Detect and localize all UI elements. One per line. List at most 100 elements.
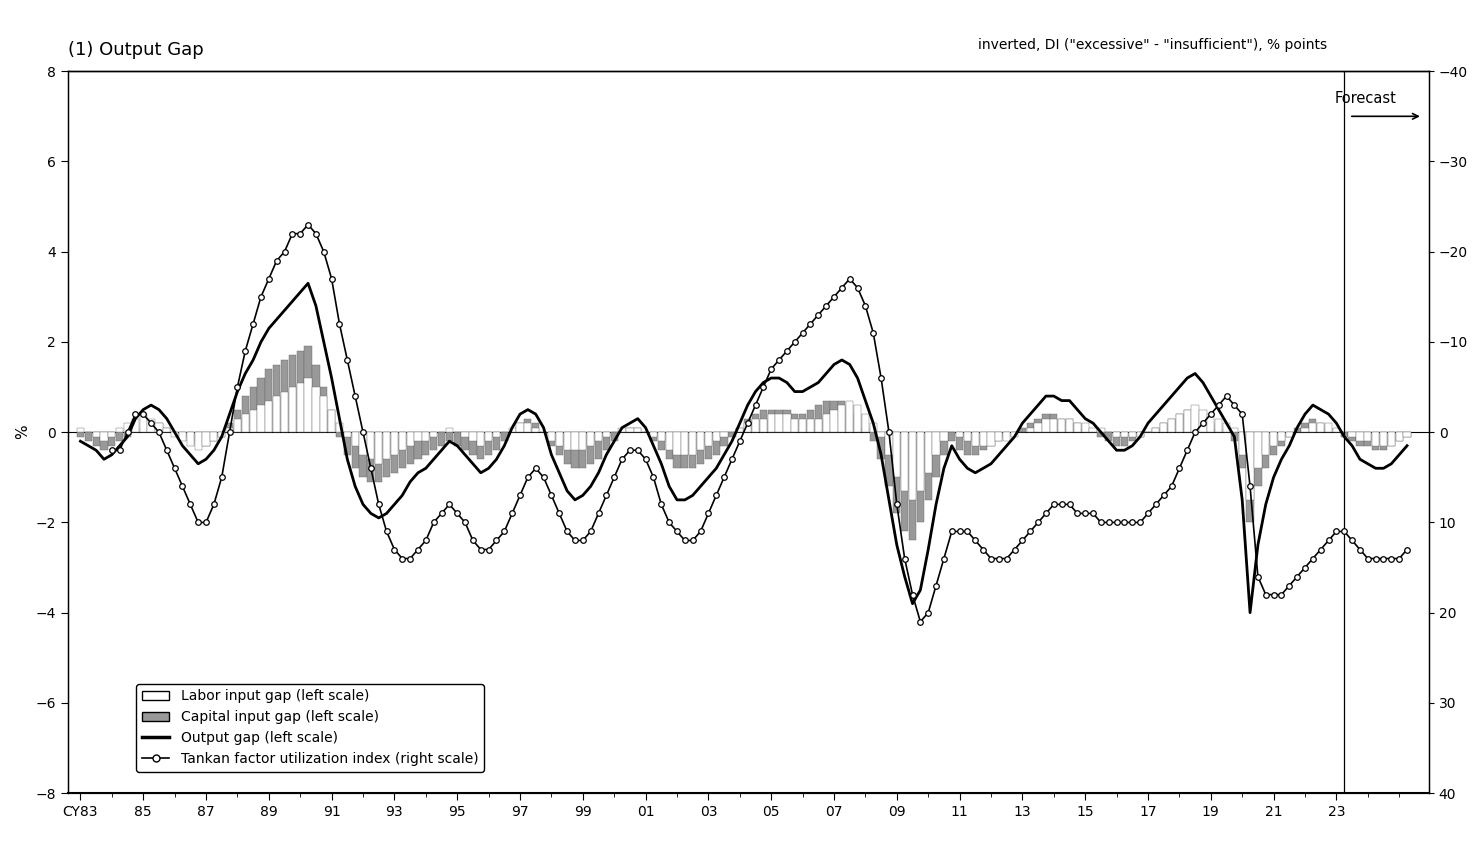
- Bar: [690, 432, 697, 454]
- Bar: [1396, 432, 1403, 441]
- Bar: [713, 432, 719, 454]
- Bar: [980, 432, 986, 450]
- Bar: [320, 387, 328, 432]
- Bar: [854, 414, 862, 432]
- Bar: [351, 432, 359, 468]
- Bar: [752, 414, 759, 432]
- Bar: [108, 432, 116, 446]
- Bar: [768, 409, 774, 432]
- Text: (1) Output Gap: (1) Output Gap: [68, 41, 203, 59]
- Bar: [1074, 423, 1081, 432]
- Bar: [697, 432, 704, 464]
- Bar: [909, 432, 916, 540]
- Bar: [532, 428, 540, 432]
- Bar: [1379, 432, 1387, 450]
- Bar: [595, 432, 602, 441]
- Bar: [383, 432, 390, 460]
- Bar: [650, 432, 657, 441]
- Bar: [830, 401, 838, 432]
- Bar: [964, 432, 971, 454]
- Bar: [1223, 423, 1229, 432]
- Bar: [218, 432, 225, 437]
- Bar: [704, 432, 712, 460]
- Bar: [485, 432, 492, 454]
- Bar: [759, 419, 767, 432]
- Bar: [1379, 432, 1387, 446]
- Bar: [768, 414, 774, 432]
- Bar: [650, 432, 657, 437]
- Bar: [125, 423, 131, 432]
- Bar: [611, 432, 618, 441]
- Bar: [1200, 414, 1207, 432]
- Bar: [478, 432, 485, 460]
- Bar: [1262, 432, 1269, 468]
- Bar: [1324, 423, 1332, 432]
- Bar: [1081, 428, 1089, 432]
- Bar: [547, 432, 555, 446]
- Bar: [469, 432, 476, 454]
- Bar: [1238, 432, 1246, 454]
- Bar: [736, 428, 743, 432]
- Bar: [430, 432, 437, 450]
- Bar: [280, 360, 288, 432]
- Bar: [1388, 432, 1396, 446]
- Bar: [602, 432, 610, 437]
- Bar: [1309, 419, 1317, 432]
- Bar: [156, 423, 163, 432]
- Bar: [1035, 419, 1041, 432]
- Y-axis label: %: %: [15, 425, 30, 439]
- Bar: [1105, 432, 1112, 441]
- Bar: [1026, 428, 1034, 432]
- Bar: [516, 423, 523, 432]
- Bar: [1121, 432, 1129, 437]
- Bar: [171, 432, 178, 437]
- Bar: [807, 419, 814, 432]
- Bar: [1324, 428, 1332, 432]
- Bar: [454, 432, 461, 446]
- Bar: [1269, 432, 1277, 454]
- Bar: [1278, 432, 1286, 446]
- Bar: [618, 428, 626, 432]
- Bar: [838, 401, 845, 432]
- Bar: [328, 409, 335, 432]
- Bar: [516, 423, 523, 432]
- Bar: [885, 432, 893, 454]
- Bar: [392, 432, 397, 454]
- Bar: [1317, 423, 1324, 432]
- Bar: [116, 432, 123, 441]
- Bar: [423, 432, 430, 454]
- Bar: [916, 432, 924, 523]
- Bar: [313, 387, 319, 432]
- Bar: [744, 419, 752, 432]
- Bar: [564, 432, 571, 450]
- Bar: [933, 432, 940, 477]
- Bar: [1035, 423, 1041, 432]
- Bar: [1246, 432, 1253, 523]
- Bar: [830, 409, 838, 432]
- Bar: [1043, 414, 1050, 432]
- Bar: [399, 432, 406, 468]
- Bar: [525, 423, 531, 432]
- Bar: [351, 432, 359, 446]
- Bar: [759, 409, 767, 432]
- Bar: [187, 432, 194, 441]
- Bar: [807, 409, 814, 432]
- Bar: [163, 428, 171, 432]
- Bar: [681, 432, 688, 454]
- Bar: [328, 409, 335, 432]
- Bar: [721, 432, 728, 446]
- Bar: [1019, 428, 1026, 432]
- Bar: [179, 432, 185, 437]
- Bar: [721, 432, 728, 437]
- Bar: [1090, 428, 1096, 432]
- Bar: [297, 351, 304, 432]
- Bar: [1396, 432, 1403, 441]
- Bar: [265, 369, 273, 432]
- Bar: [1160, 423, 1167, 432]
- Bar: [1238, 432, 1246, 468]
- Bar: [823, 414, 830, 432]
- Bar: [847, 405, 853, 432]
- Bar: [957, 432, 964, 437]
- Bar: [1262, 432, 1269, 454]
- Bar: [202, 432, 209, 446]
